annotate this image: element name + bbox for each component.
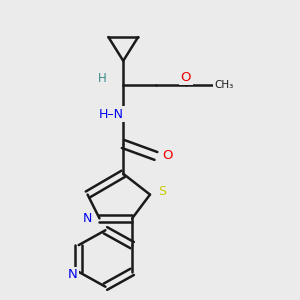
Text: S: S xyxy=(158,185,166,198)
Text: H–N: H–N xyxy=(99,108,124,121)
Text: N: N xyxy=(68,268,78,281)
Text: N: N xyxy=(83,212,92,225)
Text: CH₃: CH₃ xyxy=(215,80,234,90)
Text: H: H xyxy=(98,72,107,85)
Text: O: O xyxy=(180,71,191,84)
Text: O: O xyxy=(163,149,173,162)
